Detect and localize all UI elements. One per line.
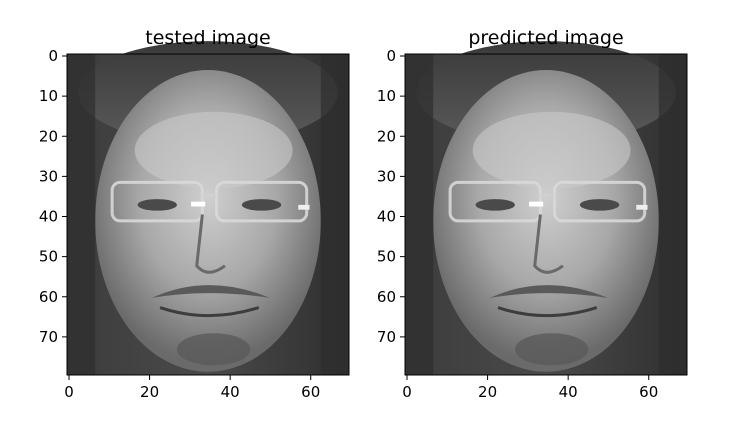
- chart-title: predicted image: [468, 27, 623, 49]
- y-tick-label: 50: [39, 248, 58, 266]
- y-tick-label: 70: [39, 328, 58, 346]
- y-tick-label: 60: [39, 288, 58, 306]
- x-tick-label: 40: [221, 383, 240, 401]
- x-tick-label: 20: [478, 383, 497, 401]
- x-tick-label: 0: [64, 383, 74, 401]
- plot-panel-1: tested image 0 20 40 60 0 10 20 30 40 50 60 70: [39, 27, 349, 401]
- y-tick-label: 20: [39, 127, 58, 145]
- face-image-1: [67, 41, 349, 375]
- y-tick-label: 30: [377, 167, 396, 185]
- x-tick-label: 20: [140, 383, 159, 401]
- x-tick-label: 40: [559, 383, 578, 401]
- plot-panel-2: predicted image 0 20 40 60 0 10 20 30 40 50 60 70: [377, 27, 687, 401]
- y-tick-label: 0: [48, 47, 58, 65]
- y-tick-label: 20: [377, 127, 396, 145]
- y-tick-label: 30: [39, 167, 58, 185]
- y-tick-label: 10: [377, 87, 396, 105]
- x-tick-label: 60: [301, 383, 320, 401]
- face-image-2: [405, 41, 687, 375]
- y-tick-label: 10: [39, 87, 58, 105]
- x-tick-label: 0: [402, 383, 412, 401]
- y-tick-label: 60: [377, 288, 396, 306]
- y-tick-label: 50: [377, 248, 396, 266]
- chart-title: tested image: [145, 27, 270, 49]
- y-tick-label: 0: [386, 47, 396, 65]
- y-tick-label: 70: [377, 328, 396, 346]
- x-tick-label: 60: [639, 383, 658, 401]
- y-tick-label: 40: [39, 208, 58, 226]
- y-tick-label: 40: [377, 208, 396, 226]
